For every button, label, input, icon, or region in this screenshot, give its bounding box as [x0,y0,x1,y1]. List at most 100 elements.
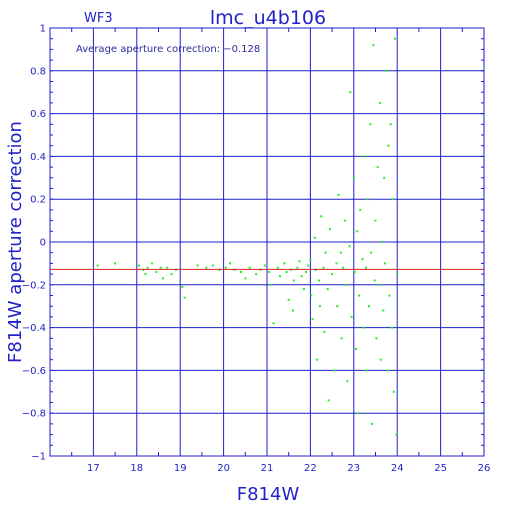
data-point [374,219,377,222]
y-tick-label: 0.8 [30,66,46,77]
data-point [354,348,357,350]
y-tick-label: 0.2 [30,195,46,206]
data-point [390,326,393,329]
data-point [348,245,351,248]
data-point [196,264,199,267]
x-tick-label: 17 [87,463,100,474]
y-tick-label: −0.8 [22,409,46,420]
data-point [159,266,162,269]
x-tick-label: 19 [174,463,187,474]
data-point [370,251,373,254]
data-point [323,330,326,333]
data-point [395,433,398,436]
data-point [373,279,376,282]
data-point [378,101,381,104]
data-point [383,176,386,179]
data-point [367,305,370,308]
x-tick-label: 21 [261,463,274,474]
x-tick-label: 26 [478,463,491,474]
data-point [335,262,338,265]
data-point [229,262,232,265]
data-point [146,266,149,269]
data-point [183,296,186,299]
data-point [137,264,140,267]
data-point [283,262,286,265]
data-point [313,236,316,239]
data-point [302,288,305,291]
y-tick-labels: 1 0.8 0.6 0.4 0.2 0 −0.2 −0.4 −0.6 −0.8 −1 [22,24,46,463]
data-point [339,251,342,254]
data-point [372,44,375,47]
data-point [320,215,323,218]
data-point [358,294,361,297]
data-point [170,273,173,276]
data-point [305,270,308,273]
data-point [331,273,334,276]
data-point [155,270,158,273]
data-point [349,91,352,94]
data-point [307,264,310,267]
data-point [311,318,314,321]
data-point [315,358,318,361]
average-annotation: Average aperture correction: −0.128 [76,44,260,55]
data-point [356,230,359,233]
y-tick-label: 0.4 [30,152,46,163]
data-point [285,270,288,273]
data-point [300,275,303,278]
chart-title: lmc_u4b106 [210,7,326,29]
data-point [384,262,387,265]
data-point [287,298,290,301]
data-point [268,270,271,273]
data-point [239,270,242,273]
data-point [96,264,99,267]
y-tick-label: 1 [40,24,46,35]
data-point [371,422,374,425]
data-point [298,260,301,263]
x-tick-label: 23 [347,463,360,474]
data-point [255,273,258,276]
data-point [327,399,330,402]
data-point [365,369,368,372]
data-point [166,266,169,269]
y-tick-label: 0 [40,238,46,249]
x-tick-label: 20 [217,463,230,474]
data-point [382,309,385,312]
data-point [352,176,355,179]
data-point [276,266,279,269]
data-point [114,262,117,265]
data-point [248,266,251,269]
data-point [346,380,349,383]
y-axis-label: F814W aperture correction [5,121,26,363]
data-point [318,305,321,308]
data-point [381,241,384,243]
data-point [205,266,208,269]
data-point [389,123,392,126]
data-point [341,266,344,269]
data-point [353,270,356,273]
data-point [392,390,395,393]
y-tick-label: −0.2 [22,280,46,291]
data-point [336,305,339,308]
data-point [337,193,340,196]
data-point [386,369,389,372]
data-point [150,262,153,265]
data-point [292,309,295,312]
data-point [270,283,273,286]
data-point [310,294,313,297]
data-point [359,208,362,211]
data-point [344,283,347,286]
x-tick-label: 24 [391,463,404,474]
y-tick-label: −0.6 [22,366,46,377]
data-point [366,198,369,201]
data-point [394,37,397,40]
x-tick-label: 18 [130,463,143,474]
data-points [96,37,399,436]
y-tick-label: 0.6 [30,109,46,120]
data-point [244,277,247,280]
data-point [350,315,353,318]
data-point [322,266,325,269]
data-point [361,258,364,261]
data-point [272,322,275,325]
